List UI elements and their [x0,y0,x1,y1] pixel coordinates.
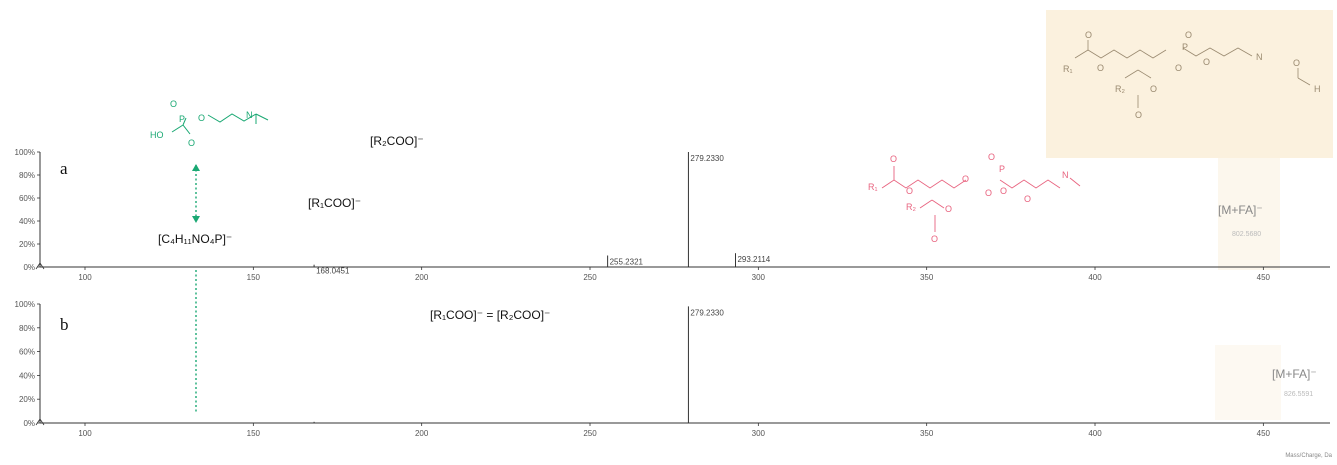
y-tick-label: 20% [19,240,35,249]
svg-text:O: O [945,204,952,214]
ion-label-r1-equals-r2: [R₁COO]⁻ = [R₂COO]⁻ [430,308,550,322]
x-tick-label: 250 [583,273,597,282]
svg-text:O: O [962,174,969,184]
y-tick-label: 100% [15,300,35,309]
spectrum-panel-b: 0% 20% 40% 60% 80% 100% 100 150 200 250 300 350 400 4… [15,300,1330,438]
headgroup-structure-labels: O HO P O O N [150,99,253,148]
y-tick-label: 0% [23,419,35,428]
svg-text:N: N [246,110,253,120]
peak-label: 279.2330 [690,308,724,317]
svg-text:P: P [1182,42,1188,52]
svg-text:O: O [1185,30,1192,40]
x-tick-label: 100 [78,273,92,282]
svg-text:O: O [1000,186,1007,196]
adduct-highlight-a [1218,158,1280,270]
x-tick-label: 350 [920,273,934,282]
svg-text:O: O [198,113,205,123]
svg-text:O: O [1293,58,1300,68]
svg-text:O: O [188,138,195,148]
x-tick-label: 400 [1088,273,1102,282]
ion-label-headgroup: [C₄H₁₁NO₄P]⁻ [158,232,232,246]
peak-label: 293.2114 [737,255,770,264]
x-tick-label: 300 [752,429,766,438]
svg-text:O: O [985,188,992,198]
spectrum-panel-a: 0% 20% 40% 60% 80% 100% 100 150 200 250 300 350 400 4… [15,148,1330,282]
adduct-label-b: [M+FA]⁻ [1272,367,1317,381]
y-tick-label: 60% [19,194,35,203]
adduct-mz-a: 802.5680 [1232,231,1261,238]
x-tick-label: 200 [415,273,429,282]
x-tick-label: 150 [247,273,261,282]
svg-text:O: O [890,154,897,164]
headgroup-structure [171,113,269,135]
svg-text:N: N [1062,170,1069,180]
svg-text:O: O [1135,110,1142,120]
x-tick-label: 300 [752,273,766,282]
svg-text:H: H [1314,84,1321,94]
x-tick-label: 450 [1257,429,1271,438]
svg-text:N: N [1256,52,1263,62]
svg-text:R₁: R₁ [1063,64,1073,74]
svg-text:P: P [999,164,1005,174]
x-axis-label: Mass/Charge, Da [1285,453,1332,459]
svg-text:O: O [906,186,913,196]
y-tick-label: 80% [19,171,35,180]
y-tick-label: 40% [19,217,35,226]
y-tick-label: 60% [19,348,35,357]
panel-letter-a: a [60,159,68,178]
y-tick-label: 40% [19,371,35,380]
lipid-structure-pink-labels: O R₁ O O O O P O O N R₂ O O [868,152,1069,244]
adduct-structure-background [1046,10,1333,158]
x-tick-label: 250 [583,429,597,438]
adduct-highlight-b [1215,345,1281,420]
x-tick-label: 450 [1257,273,1271,282]
svg-text:O: O [1097,63,1104,73]
svg-text:O: O [1175,63,1182,73]
x-tick-label: 150 [247,429,261,438]
peak-label: 255.2321 [610,258,644,267]
svg-text:R₁: R₁ [868,182,878,192]
panel-letter-b: b [60,315,69,334]
lipid-structure-pink [881,166,1081,232]
svg-text:O: O [1150,84,1157,94]
svg-text:HO: HO [150,130,164,140]
svg-text:O: O [931,234,938,244]
ion-label-r1coo: [R₁COO]⁻ [308,196,361,210]
svg-text:O: O [988,152,995,162]
y-tick-label: 20% [19,395,35,404]
adduct-label-a: [M+FA]⁻ [1218,203,1263,217]
x-tick-label: 400 [1088,429,1102,438]
x-tick-label: 350 [920,429,934,438]
svg-text:O: O [1085,30,1092,40]
adduct-structure-labels: O R₁ O O P O O N R₂ O O O H [1063,30,1321,120]
svg-text:R₂: R₂ [906,202,916,212]
svg-text:P: P [179,114,185,124]
peak-label: 168.0451 [316,267,350,276]
y-tick-label: 0% [23,263,35,272]
svg-text:O: O [170,99,177,109]
svg-text:O: O [1203,57,1210,67]
headgroup-correlation-line [192,164,200,413]
adduct-structure [1074,40,1311,108]
x-tick-label: 100 [78,429,92,438]
adduct-mz-b: 826.5591 [1284,391,1313,398]
y-tick-label: 100% [15,148,35,157]
ion-label-r2coo: [R₂COO]⁻ [370,134,424,148]
svg-text:R₂: R₂ [1115,84,1125,94]
svg-text:O: O [1024,194,1031,204]
x-tick-label: 200 [415,429,429,438]
y-tick-label: 80% [19,324,35,333]
peak-label: 279.2330 [690,154,724,163]
